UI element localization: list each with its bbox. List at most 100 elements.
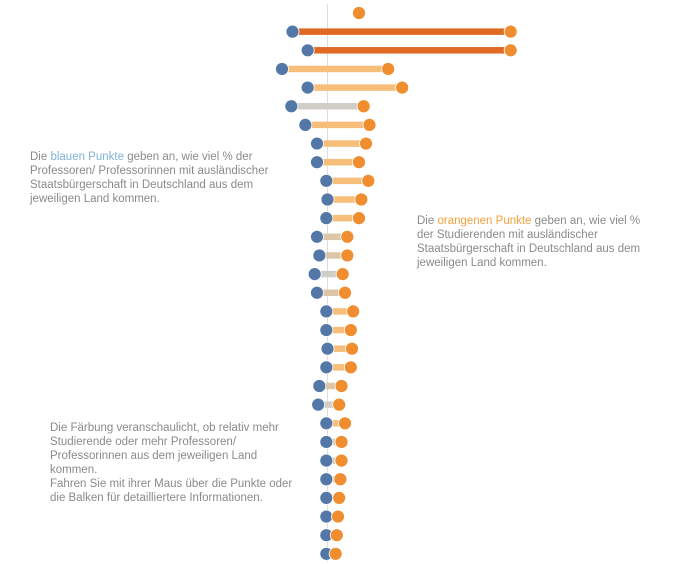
studierende-dot[interactable]: [329, 528, 344, 543]
dumbbell-row[interactable]: [300, 43, 518, 58]
professoren-dot[interactable]: [284, 99, 299, 114]
difference-bar[interactable]: [317, 158, 359, 166]
dumbbell-row[interactable]: [275, 62, 396, 76]
studierende-dot[interactable]: [334, 453, 349, 468]
professoren-dot[interactable]: [310, 155, 324, 170]
difference-bar[interactable]: [326, 476, 341, 483]
dumbbell-row[interactable]: [319, 528, 344, 543]
dumbbell-row[interactable]: [319, 360, 358, 375]
dumbbell-row[interactable]: [319, 546, 343, 561]
dumbbell-row[interactable]: [319, 435, 349, 449]
studierende-dot[interactable]: [334, 435, 349, 449]
difference-bar[interactable]: [317, 233, 348, 241]
dumbbell-row[interactable]: [310, 229, 355, 244]
studierende-dot[interactable]: [333, 472, 348, 487]
studierende-dot[interactable]: [346, 304, 361, 319]
studierende-dot[interactable]: [340, 248, 355, 263]
difference-bar[interactable]: [327, 345, 353, 352]
dumbbell-row[interactable]: [319, 323, 358, 337]
professoren-dot[interactable]: [319, 416, 334, 431]
professoren-dot[interactable]: [319, 435, 334, 449]
professoren-dot[interactable]: [320, 341, 335, 356]
professoren-dot[interactable]: [319, 453, 334, 468]
studierende-dot[interactable]: [361, 173, 376, 188]
professoren-dot[interactable]: [285, 24, 300, 39]
professoren-dot[interactable]: [298, 118, 313, 132]
dumbbell-row[interactable]: [319, 509, 345, 524]
difference-bar[interactable]: [326, 326, 351, 334]
dumbbell-row[interactable]: [320, 192, 369, 207]
professoren-dot[interactable]: [320, 192, 335, 207]
dumbbell-row[interactable]: [319, 472, 348, 487]
professoren-dot[interactable]: [319, 360, 334, 375]
professoren-dot[interactable]: [319, 211, 334, 226]
studierende-dot[interactable]: [503, 24, 518, 39]
professoren-dot[interactable]: [275, 62, 289, 76]
studierende-dot[interactable]: [340, 229, 355, 244]
difference-bar[interactable]: [317, 289, 345, 297]
professoren-dot[interactable]: [311, 397, 326, 412]
studierende-dot[interactable]: [338, 416, 352, 431]
studierende-dot[interactable]: [331, 509, 345, 524]
difference-bar[interactable]: [326, 214, 359, 222]
difference-bar[interactable]: [282, 65, 389, 73]
studierende-dot[interactable]: [381, 62, 396, 76]
difference-bar[interactable]: [326, 457, 342, 464]
difference-bar[interactable]: [307, 84, 403, 91]
dumbbell-row[interactable]: [284, 99, 371, 114]
difference-bar[interactable]: [326, 420, 345, 427]
professoren-dot[interactable]: [300, 43, 315, 58]
studierende-dot[interactable]: [334, 379, 349, 393]
dumbbell-row[interactable]: [310, 136, 373, 151]
difference-bar[interactable]: [319, 252, 348, 259]
difference-bar[interactable]: [291, 103, 364, 110]
studierende-dot[interactable]: [362, 118, 377, 132]
studierende-dot[interactable]: [503, 43, 518, 58]
difference-bar[interactable]: [327, 196, 362, 203]
studierende-dot[interactable]: [352, 211, 366, 226]
dumbbell-row[interactable]: [312, 248, 355, 263]
dumbbell-row[interactable]: [312, 379, 349, 393]
dumbbell-row[interactable]: [319, 211, 366, 226]
dumbbell-row[interactable]: [311, 397, 347, 412]
studierende-dot[interactable]: [395, 80, 410, 95]
dumbbell-row[interactable]: [300, 80, 410, 95]
studierende-dot[interactable]: [335, 267, 350, 282]
professoren-dot[interactable]: [310, 285, 324, 300]
dumbbell-row[interactable]: [319, 173, 376, 188]
studierende-dot[interactable]: [352, 155, 366, 170]
dumbbell-row[interactable]: [319, 453, 349, 468]
difference-bar[interactable]: [317, 140, 366, 147]
dumbbell-row[interactable]: [307, 267, 350, 282]
studierende-dot[interactable]: [356, 99, 371, 114]
dumbbell-row[interactable]: [285, 24, 518, 39]
difference-bar[interactable]: [305, 121, 370, 129]
difference-bar[interactable]: [314, 270, 343, 278]
dumbbell-row[interactable]: [319, 490, 347, 505]
dumbbell-row[interactable]: [352, 6, 366, 20]
dumbbell-row[interactable]: [319, 416, 352, 431]
dumbbell-row[interactable]: [298, 118, 377, 132]
difference-bar[interactable]: [318, 401, 340, 408]
dumbbell-row[interactable]: [319, 304, 361, 319]
difference-bar[interactable]: [319, 382, 342, 390]
professoren-dot[interactable]: [319, 472, 334, 487]
professoren-dot[interactable]: [319, 323, 334, 337]
dumbbell-row[interactable]: [320, 341, 359, 356]
professoren-dot[interactable]: [319, 490, 334, 505]
studierende-dot[interactable]: [332, 490, 347, 505]
difference-bar[interactable]: [326, 364, 351, 371]
difference-bar[interactable]: [326, 308, 354, 315]
difference-bar[interactable]: [326, 177, 369, 185]
professoren-dot[interactable]: [312, 248, 327, 263]
professoren-dot[interactable]: [319, 173, 334, 188]
difference-bar[interactable]: [307, 47, 511, 54]
difference-bar[interactable]: [292, 28, 511, 35]
studierende-dot[interactable]: [343, 323, 358, 337]
studierende-dot[interactable]: [343, 360, 358, 375]
dumbbell-row[interactable]: [310, 285, 352, 300]
studierende-dot[interactable]: [354, 192, 369, 207]
professoren-dot[interactable]: [312, 379, 327, 393]
studierende-dot[interactable]: [345, 341, 359, 356]
difference-bar[interactable]: [326, 438, 342, 446]
